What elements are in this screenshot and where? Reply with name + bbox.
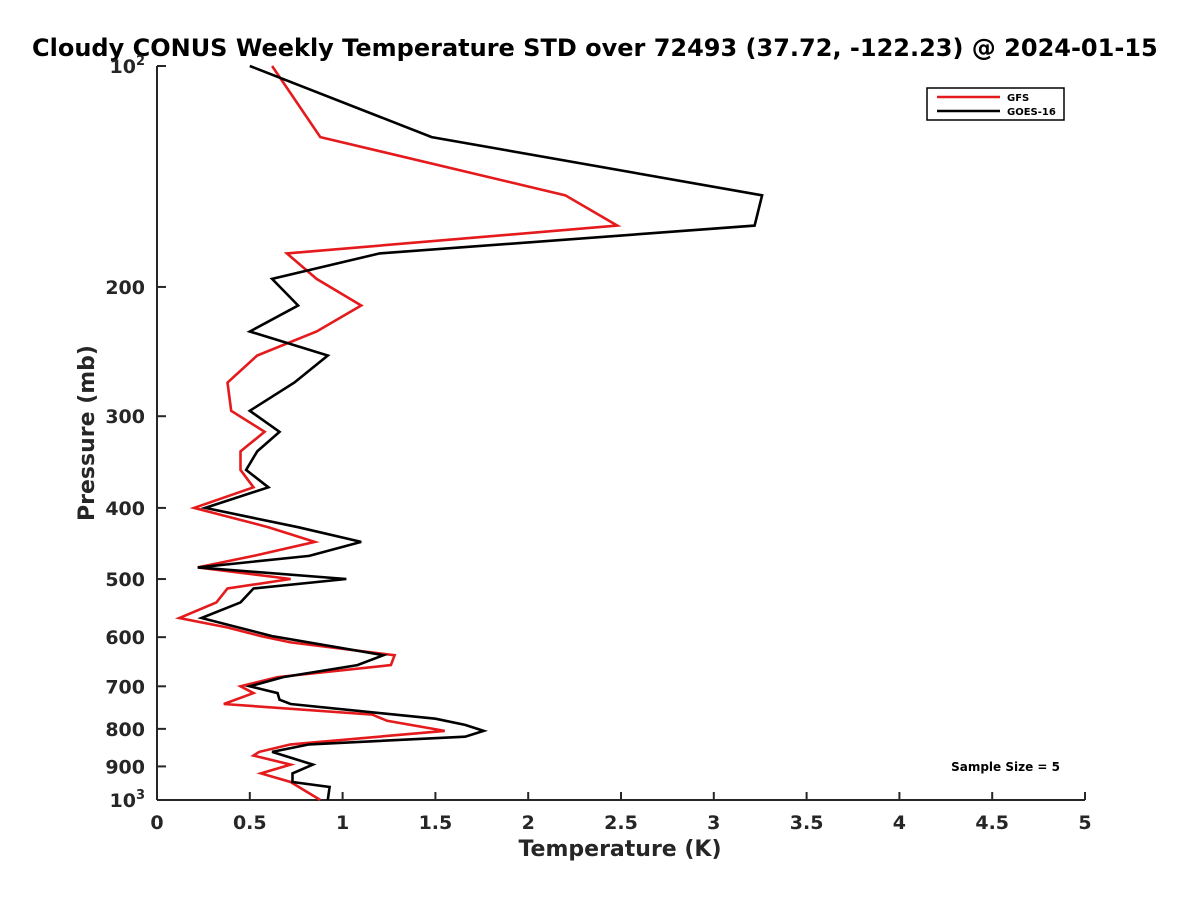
x-axis-label: Temperature (K) [518,837,721,862]
y-tick-label: 400 [105,498,145,520]
y-tick-label: 103 [110,788,146,812]
legend: GFS GOES-16 [926,87,1065,121]
plot-area [156,64,1085,802]
x-tick-label: 4 [893,812,906,834]
series-line-gfs [174,65,622,802]
x-axis-ticks: 0 0.5 1 1.5 2 2.5 3 3.5 4 4.5 5 [150,792,1092,834]
y-tick-label: 500 [105,569,145,591]
legend-label: GFS [1007,93,1029,104]
legend-label: GOES-16 [1007,107,1056,118]
y-tick-label: 700 [105,676,145,698]
x-tick-label: 2.5 [604,812,638,834]
x-tick-label: 0 [150,812,163,834]
y-tick-label: 900 [105,756,145,778]
y-tick-label: 200 [105,277,145,299]
x-tick-label: 2 [522,812,535,834]
y-axis-ticks: 102 200 300 400 500 600 700 800 900 103 [105,54,166,812]
y-tick-label: 800 [105,719,145,741]
sample-size-annotation: Sample Size = 5 [951,760,1060,774]
x-tick-label: 0.5 [233,812,267,834]
series-line-goes-16 [197,64,764,801]
y-tick-label: 300 [105,406,145,428]
chart-title: Cloudy CONUS Weekly Temperature STD over… [32,34,1158,62]
x-tick-label: 1.5 [419,812,453,834]
x-tick-label: 1 [336,812,349,834]
x-tick-label: 3 [707,812,720,834]
x-tick-label: 5 [1078,812,1091,834]
x-tick-label: 4.5 [975,812,1009,834]
x-tick-label: 3.5 [790,812,824,834]
legend-box [926,87,1065,121]
y-tick-label: 102 [110,54,146,78]
y-axis-label: Pressure (mb) [75,345,100,521]
y-tick-label: 600 [105,627,145,649]
